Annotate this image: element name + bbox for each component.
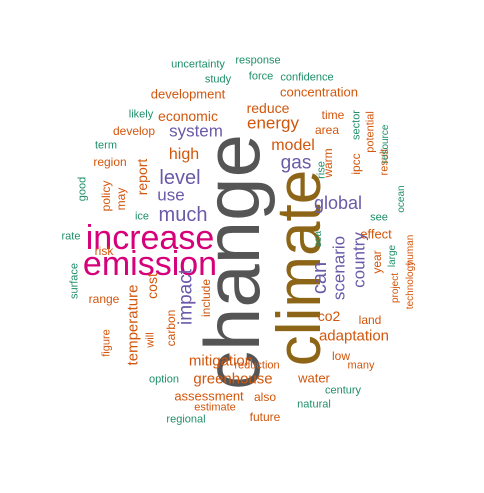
word-assessment: assessment — [174, 388, 244, 404]
word-adaptation: adaptation — [318, 327, 390, 345]
word-rise: rise — [315, 161, 328, 179]
word-scenario: scenario — [329, 235, 349, 301]
word-gas: gas — [280, 152, 312, 174]
word-range: range — [88, 292, 120, 306]
word-estimate: estimate — [194, 401, 236, 414]
word-water: water — [298, 370, 330, 386]
word-temperature: temperature — [124, 284, 142, 366]
word-energy: energy — [247, 113, 299, 133]
word-also: also — [253, 390, 277, 404]
word-can: can — [309, 261, 331, 295]
word-increase: increase — [85, 219, 215, 257]
word-emission: emission — [82, 245, 218, 283]
word-human: human — [405, 234, 416, 266]
word-force: force — [248, 70, 274, 83]
word-region: region — [93, 155, 127, 169]
word-response: response — [235, 54, 281, 67]
word-mitigation: mitigation — [188, 352, 254, 370]
word-time: time — [321, 108, 345, 122]
word-century: century — [324, 384, 362, 397]
word-many: many — [347, 359, 375, 372]
word-cost: cost — [144, 273, 160, 299]
word-co2: co2 — [317, 308, 341, 324]
word-impact: impact — [175, 269, 197, 325]
word-term: term — [95, 139, 117, 152]
word-may: may — [114, 187, 128, 211]
word-economic: economic — [158, 108, 218, 124]
word-regional: regional — [166, 413, 206, 426]
word-level: level — [159, 167, 201, 189]
word-ice: ice — [134, 210, 150, 223]
word-potential: potential — [364, 111, 377, 153]
word-ipcc: ipcc — [349, 153, 363, 175]
word-rate: rate — [61, 230, 81, 243]
word-high: high — [168, 146, 200, 163]
word-uncertainty: uncertainty — [171, 58, 225, 71]
word-land: land — [358, 313, 382, 327]
word-carbon: carbon — [164, 309, 178, 347]
word-sea: sea — [313, 230, 324, 248]
word-area: area — [314, 123, 340, 137]
word-will: will — [144, 332, 157, 348]
word-reduction: reduction — [234, 359, 280, 372]
word-report: report — [134, 158, 150, 196]
word-global: global — [313, 193, 363, 213]
word-surface: surface — [68, 262, 81, 300]
word-likely: likely — [128, 108, 154, 121]
word-effect: effect — [360, 226, 392, 242]
word-sector: sector — [350, 110, 363, 140]
word-risk: risk — [94, 244, 114, 258]
word-much: much — [158, 204, 208, 226]
word-large: large — [387, 244, 398, 268]
word-include: include — [199, 278, 213, 318]
word-confidence: confidence — [280, 71, 334, 84]
word-good: good — [76, 176, 89, 202]
word-reduce: reduce — [246, 100, 290, 116]
word-concentration: concentration — [279, 84, 359, 100]
word-natural: natural — [297, 398, 331, 411]
word-year: year — [370, 250, 384, 274]
word-develop: develop — [112, 124, 156, 138]
word-low: low — [331, 349, 351, 363]
word-resource: resource — [380, 124, 391, 164]
word-option: option — [149, 373, 179, 386]
word-system: system — [169, 121, 223, 141]
word-model: model — [271, 137, 315, 154]
word-ocean: ocean — [396, 185, 407, 213]
word-greenhouse: greenhouse — [193, 370, 273, 388]
word-development: development — [150, 86, 226, 102]
word-figure: figure — [100, 329, 113, 357]
word-study: study — [204, 73, 232, 86]
word-see: see — [370, 211, 388, 224]
word-technology: technology — [405, 260, 416, 310]
word-project: project — [390, 272, 401, 304]
word-use: use — [157, 185, 185, 205]
word-future: future — [249, 410, 281, 424]
word-policy: policy — [99, 180, 113, 212]
